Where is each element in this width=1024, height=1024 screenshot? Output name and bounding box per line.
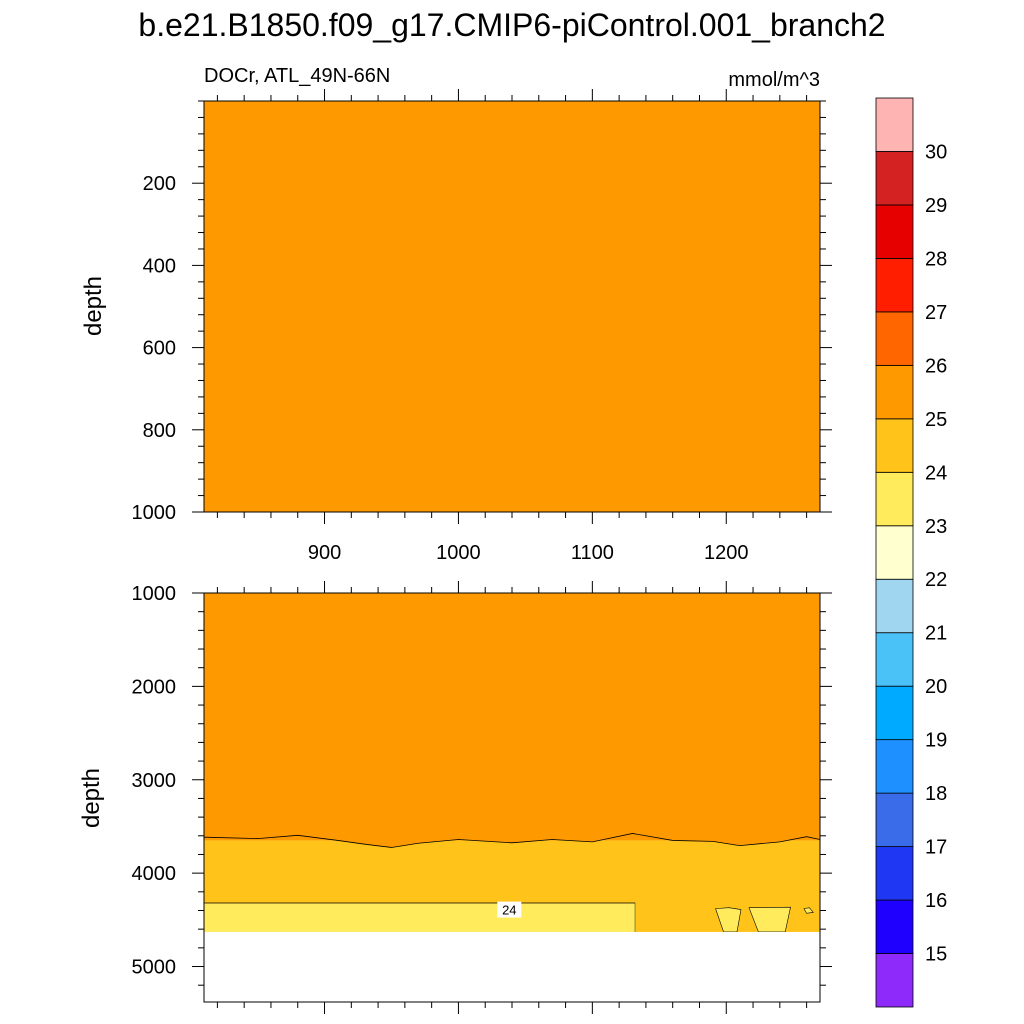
y-tick-label: 800 bbox=[143, 420, 176, 442]
contour-label-box bbox=[497, 901, 522, 918]
y-tick-label: 1000 bbox=[132, 502, 177, 524]
colorbar-swatch bbox=[875, 846, 914, 901]
colorbar-swatch bbox=[875, 578, 914, 634]
colorbar-label: 17 bbox=[925, 837, 947, 859]
y-tick-label: 3000 bbox=[132, 770, 177, 792]
colorbar-label: 23 bbox=[925, 516, 947, 538]
units-label: mmol/m^3 bbox=[728, 69, 820, 91]
y-tick-label: 5000 bbox=[132, 957, 177, 979]
colorbar-label: 24 bbox=[925, 462, 947, 484]
x-tick-label: 1100 bbox=[571, 542, 614, 564]
colorbar-label: 20 bbox=[925, 676, 947, 698]
contour-patch-23 bbox=[803, 907, 814, 914]
y-axis-label-lower: depth bbox=[78, 768, 105, 828]
colorbar-swatch bbox=[875, 204, 914, 259]
colorbar-label: 21 bbox=[925, 623, 947, 645]
colorbar-swatch bbox=[875, 151, 914, 206]
x-tick-label: 1000 bbox=[436, 542, 481, 564]
y-tick-label: 200 bbox=[143, 173, 176, 195]
colorbar-label: 30 bbox=[925, 141, 947, 163]
panel-subtitle-left: DOCr, ATL_49N-66N bbox=[204, 65, 390, 87]
colorbar-swatch bbox=[875, 739, 914, 794]
y-tick-label: 2000 bbox=[132, 676, 177, 698]
colorbar-swatch bbox=[875, 899, 914, 954]
colorbar-label: 15 bbox=[925, 944, 947, 966]
contour-patch-23 bbox=[715, 907, 742, 933]
colorbar-label: 19 bbox=[925, 730, 947, 752]
y-tick-label: 4000 bbox=[132, 863, 177, 885]
colorbar-label: 22 bbox=[925, 569, 947, 591]
contour-fill-25-26 bbox=[204, 101, 820, 512]
colorbar-swatch bbox=[875, 525, 914, 580]
chart-title: b.e21.B1850.f09_g17.CMIP6-piControl.001_… bbox=[138, 7, 885, 43]
no-data-region bbox=[204, 931, 820, 1002]
colorbar-swatch bbox=[875, 258, 914, 313]
x-tick-label: 900 bbox=[308, 542, 341, 564]
colorbar-swatch bbox=[875, 792, 914, 847]
contour-band-24-25 bbox=[204, 840, 820, 904]
contour-line-25 bbox=[203, 833, 821, 848]
colorbar-swatch bbox=[875, 471, 914, 527]
y-tick-label: 1000 bbox=[132, 583, 177, 605]
colorbar-label: 29 bbox=[925, 195, 947, 217]
colorbar-swatch bbox=[875, 632, 914, 687]
colorbar-swatch bbox=[875, 311, 914, 366]
colorbar-label: 16 bbox=[925, 890, 947, 912]
colorbar-label: 25 bbox=[925, 409, 947, 431]
y-tick-label: 600 bbox=[143, 338, 176, 360]
colorbar-label: 18 bbox=[925, 783, 947, 805]
colorbar: 15 16 17 18 19 20 21 22 23 24 25 26 27 28 29 30 bbox=[875, 97, 947, 1008]
y-axis-label-upper: depth bbox=[80, 276, 107, 336]
colorbar-label: 27 bbox=[925, 302, 947, 324]
colorbar-swatch bbox=[875, 364, 914, 420]
contour-band-25-26 bbox=[204, 593, 820, 841]
y-tick-label: 400 bbox=[143, 255, 176, 277]
lower-panel: 24 1000 2000 3000 4000 5000 bbox=[132, 581, 832, 1014]
x-tick-label: 1200 bbox=[704, 542, 749, 564]
colorbar-label: 28 bbox=[925, 248, 947, 270]
colorbar-swatch bbox=[875, 953, 914, 1008]
colorbar-swatch bbox=[875, 418, 914, 473]
colorbar-swatch bbox=[875, 685, 914, 741]
contour-label: 24 bbox=[502, 903, 516, 918]
upper-panel: 900 1000 1100 1200 200 400 600 800 1000 bbox=[132, 89, 832, 564]
contour-fill-25 bbox=[204, 817, 820, 848]
colorbar-label: 26 bbox=[925, 355, 947, 377]
colorbar-swatch bbox=[875, 97, 914, 152]
